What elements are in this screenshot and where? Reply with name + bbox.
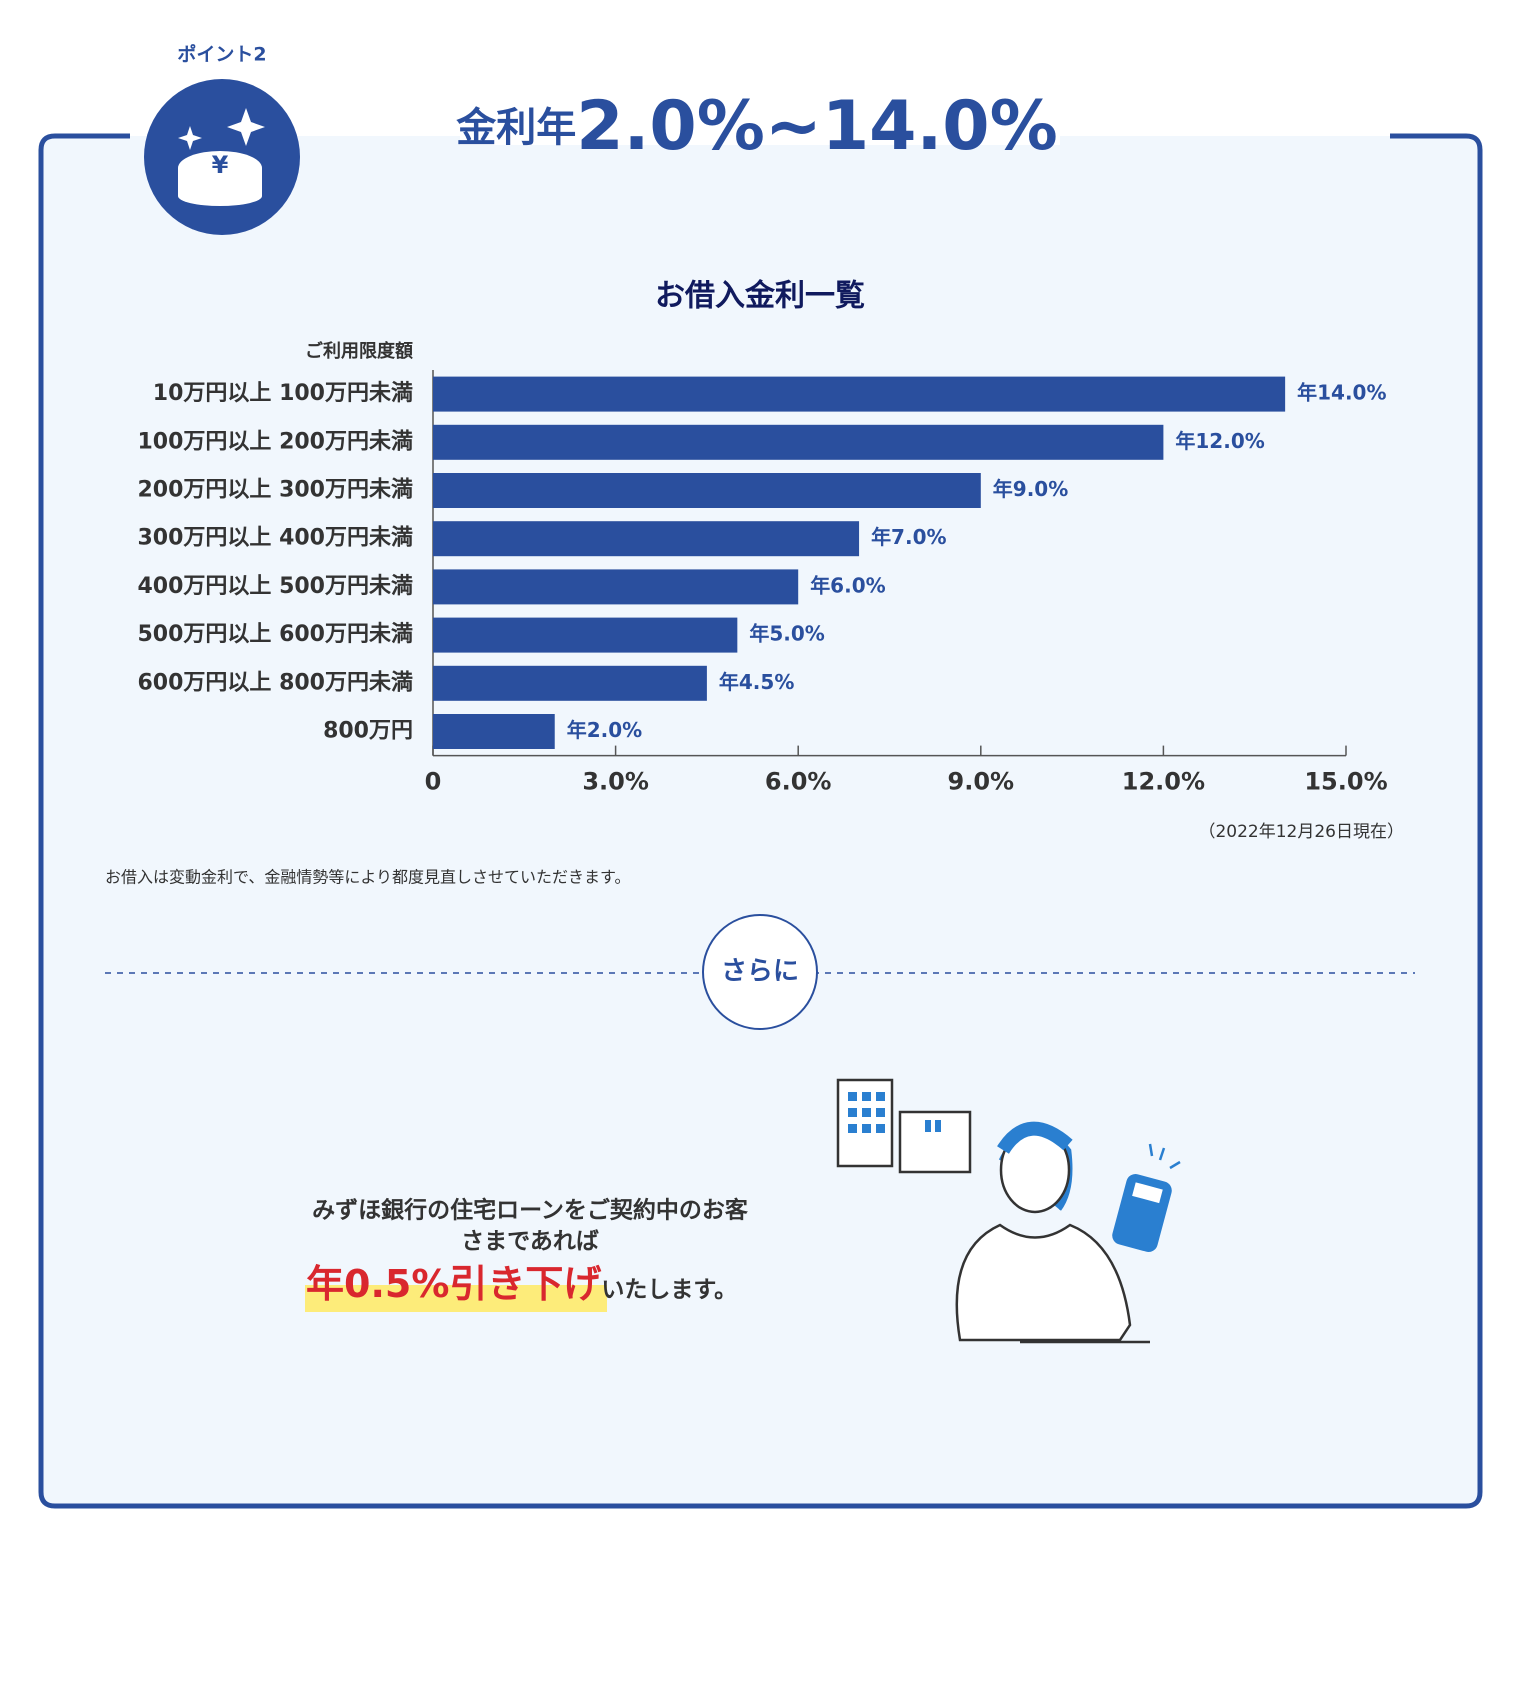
y-tick-label: 800万円	[323, 719, 413, 744]
bar	[433, 569, 799, 605]
value-label: 年6.0%	[810, 573, 885, 597]
divider-circle	[702, 914, 818, 1030]
y-tick-label: 600万円以上 800万円未満	[137, 669, 413, 695]
y-tick-label: 500万円以上 600万円未満	[137, 621, 413, 647]
badge-label: ポイント2	[177, 43, 266, 66]
headline-main: 2.0%~14.0%	[576, 87, 1057, 166]
value-label: 年14.0%	[1297, 381, 1386, 405]
offer-line: みずほ銀行の住宅ローンをご契約中のお客	[312, 1197, 749, 1224]
highlight-bg	[305, 1285, 607, 1312]
headline-bg	[460, 100, 1060, 145]
x-tick-label: 0	[425, 768, 442, 796]
bar	[433, 424, 1164, 460]
x-tick-label: 6.0%	[765, 768, 832, 796]
chart-note: （2022年12月26日現在）	[1198, 822, 1404, 842]
bar	[433, 521, 860, 557]
disclaimer: お借入は変動金利で、金融情勢等により都度見直しさせていただきます。	[105, 868, 630, 887]
chart-title: お借入金利一覧	[655, 279, 865, 314]
coin-icon: ¥	[144, 79, 300, 235]
y-tick-label: 10万円以上 100万円未満	[153, 380, 413, 406]
y-tick-label: 100万円以上 200万円未満	[137, 428, 413, 454]
y-tick-label: 300万円以上 400万円未満	[137, 525, 413, 551]
offer-highlight: 年0.5%引き下げ	[306, 1262, 601, 1306]
headline: 金利年2.0%~14.0%	[455, 87, 1057, 166]
bar	[433, 473, 981, 508]
headline-prefix: 金利年	[455, 105, 576, 151]
x-tick-label: 12.0%	[1122, 768, 1205, 796]
svg-text:¥: ¥	[212, 151, 229, 179]
x-tick-label: 15.0%	[1304, 768, 1387, 796]
value-label: 年2.0%	[567, 718, 642, 742]
y-tick-label: 200万円以上 300万円未満	[137, 477, 413, 503]
bar	[433, 714, 555, 749]
x-tick-label: 9.0%	[948, 768, 1015, 796]
value-label: 年5.0%	[749, 622, 824, 646]
value-label: 年12.0%	[1175, 429, 1264, 453]
illustration	[836, 1078, 1181, 1344]
offer-row: 年0.5%引き下げいたします。	[306, 1262, 737, 1306]
panel	[41, 136, 1480, 1506]
value-label: 年7.0%	[871, 525, 946, 549]
bar	[433, 617, 738, 653]
value-label: 年4.5%	[719, 670, 794, 694]
bar	[433, 376, 1286, 412]
y-tick-label: 400万円以上 500万円未満	[137, 573, 413, 599]
panel-border	[38, 133, 1483, 1509]
x-tick-label: 3.0%	[582, 768, 649, 796]
offer-line: さまであれば	[461, 1229, 599, 1255]
axis-label: ご利用限度額	[305, 340, 413, 362]
divider-label: さらに	[721, 957, 799, 987]
bar	[433, 665, 707, 701]
offer-tail: いたします。	[601, 1277, 737, 1303]
value-label: 年9.0%	[993, 477, 1068, 501]
